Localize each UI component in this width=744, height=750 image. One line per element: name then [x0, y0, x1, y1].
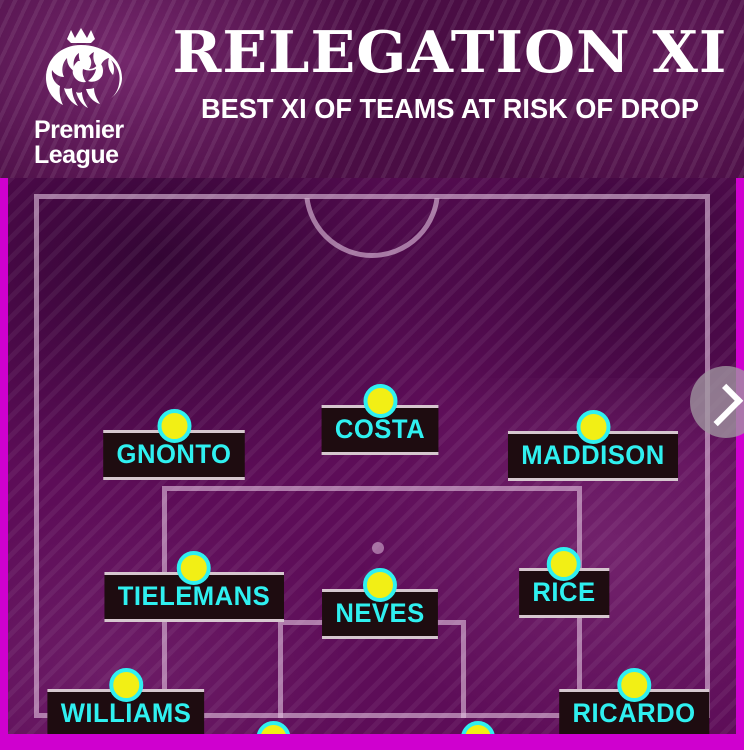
- pitch-penalty-arc: [304, 198, 440, 258]
- player-name-plate: TIELEMANS: [104, 572, 284, 623]
- pitch-penalty-spot: [372, 542, 384, 554]
- player-marker[interactable]: GUEHI: [420, 721, 536, 734]
- player-position-dot-icon: [576, 410, 610, 444]
- page-title: RELEGATION XI: [172, 19, 728, 86]
- logo-line-league: League: [34, 140, 119, 169]
- player-position-dot-icon: [460, 721, 495, 734]
- player-marker[interactable]: RICE: [517, 547, 612, 619]
- player-name-plate: WILLIAMS: [47, 689, 205, 734]
- player-position-dot-icon: [617, 668, 651, 702]
- player-position-dot-icon: [362, 568, 397, 602]
- pitch-frame: GNONTO COSTA MADDISON TIELEMANS NEVES RICE WIL…: [0, 178, 744, 750]
- player-marker[interactable]: WILLIAMS: [43, 668, 208, 734]
- logo-line-premier: Premier: [34, 116, 124, 144]
- player-marker[interactable]: COSTA: [319, 384, 442, 456]
- player-position-dot-icon: [363, 384, 397, 418]
- player-marker[interactable]: RICARDO: [555, 668, 713, 734]
- pitch: GNONTO COSTA MADDISON TIELEMANS NEVES RICE WIL…: [8, 178, 736, 734]
- player-marker[interactable]: GNONTO: [99, 409, 248, 481]
- player-position-dot-icon: [256, 721, 291, 734]
- player-marker[interactable]: TIELEMANS: [100, 551, 289, 623]
- player-marker[interactable]: MADDISON: [504, 410, 683, 482]
- player-marker[interactable]: TARKOWSKI: [176, 721, 373, 734]
- player-position-dot-icon: [176, 551, 211, 585]
- premier-league-wordmark: Premier League: [34, 118, 156, 167]
- player-position-dot-icon: [156, 409, 191, 443]
- premier-league-logo: Premier League: [34, 26, 156, 172]
- title-block: RELEGATION XI BEST XI OF TEAMS AT RISK O…: [170, 24, 730, 125]
- premier-league-lion-icon: [46, 28, 122, 108]
- player-marker[interactable]: NEVES: [319, 568, 441, 640]
- player-position-dot-icon: [546, 547, 581, 581]
- player-position-dot-icon: [108, 668, 143, 702]
- page-subtitle: BEST XI OF TEAMS AT RISK OF DROP: [201, 93, 699, 124]
- chevron-right-icon: [700, 383, 744, 427]
- header-banner: Premier League RELEGATION XI BEST XI OF …: [0, 0, 744, 178]
